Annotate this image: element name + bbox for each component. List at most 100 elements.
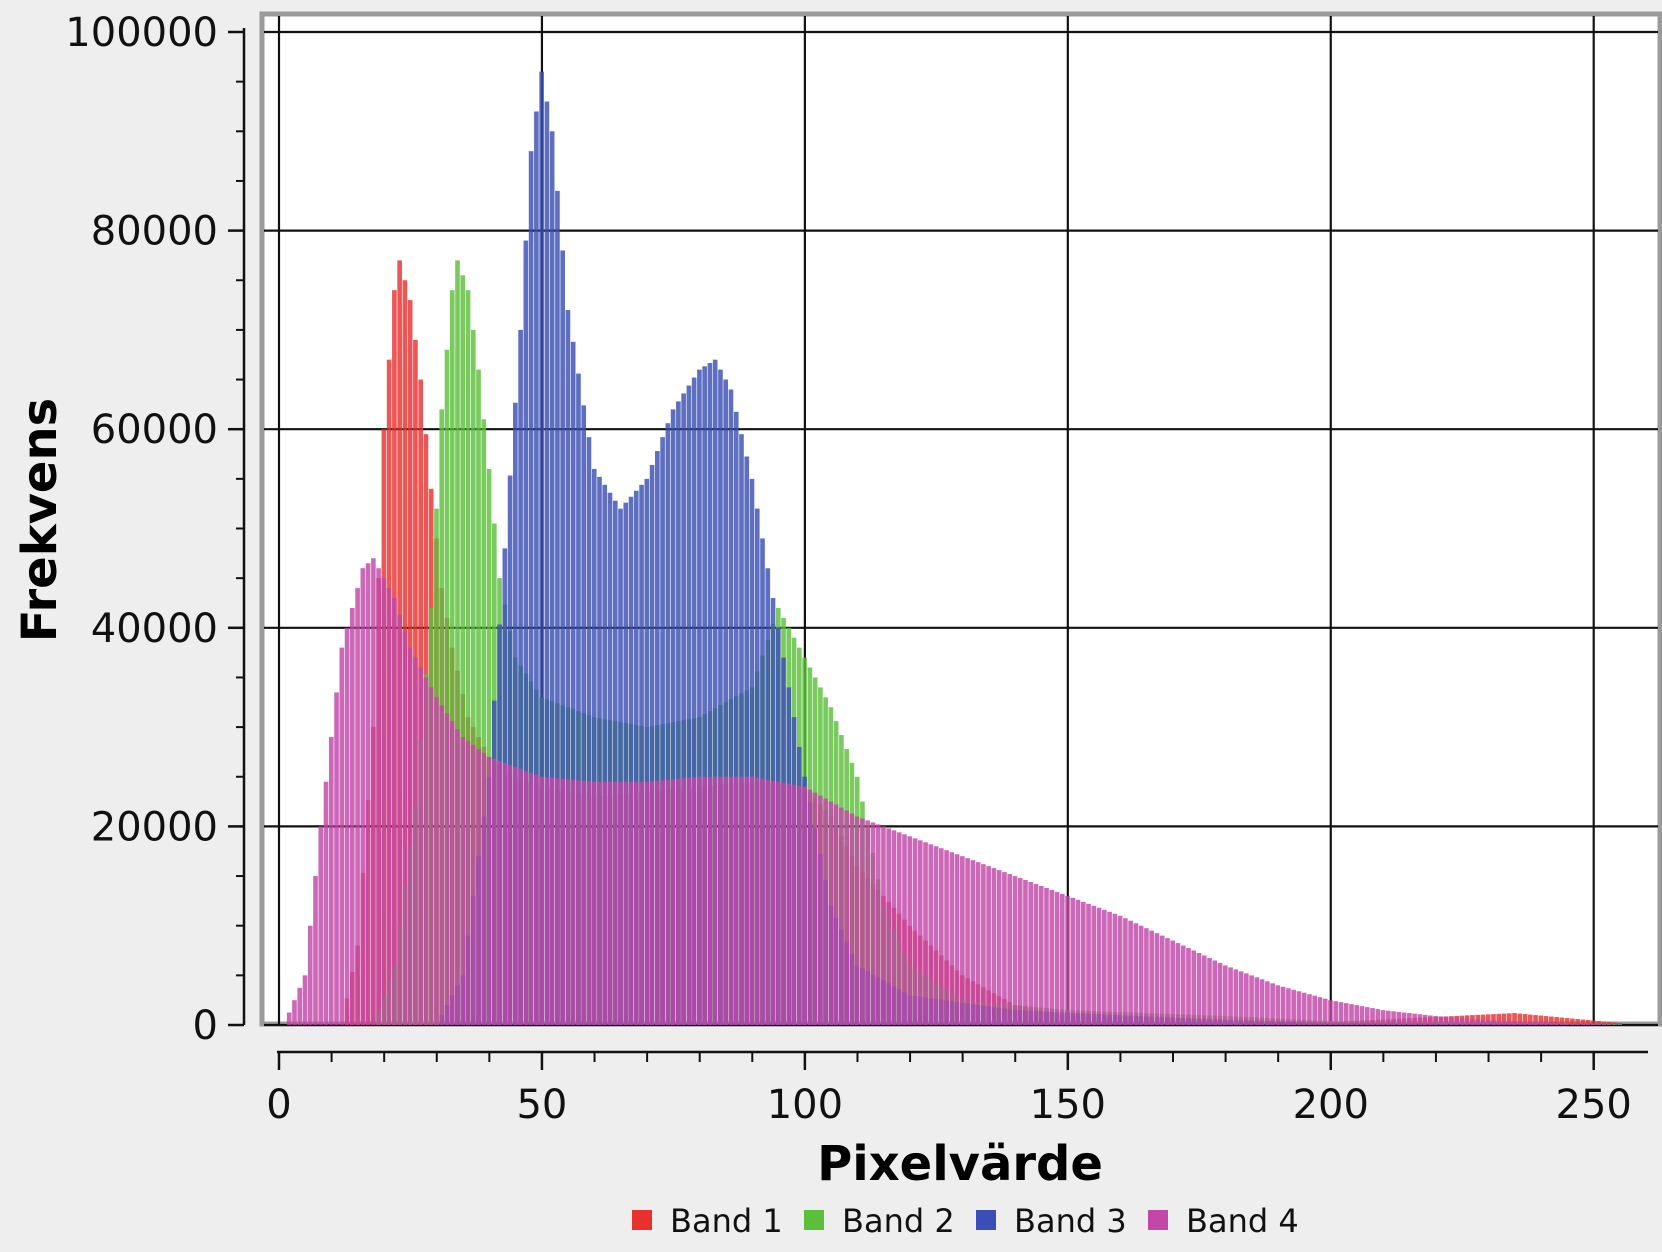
bar-4-158 xyxy=(1107,912,1112,1025)
bar-4-164 xyxy=(1139,926,1144,1025)
bar-4-221 xyxy=(1439,1016,1444,1025)
bar-4-87 xyxy=(734,777,739,1025)
bar-4-128 xyxy=(950,852,955,1025)
bar-4-220 xyxy=(1433,1016,1438,1025)
bar-4-243 xyxy=(1554,1023,1559,1025)
y-tick-label: 20000 xyxy=(91,804,218,850)
bar-4-19 xyxy=(376,568,381,1025)
bar-4-47 xyxy=(524,771,529,1025)
bar-4-119 xyxy=(902,834,907,1025)
bar-4-213 xyxy=(1397,1012,1402,1025)
bar-4-234 xyxy=(1507,1021,1512,1025)
bar-4-125 xyxy=(934,846,939,1025)
bar-4-235 xyxy=(1512,1021,1517,1025)
bar-4-197 xyxy=(1312,996,1317,1025)
bar-4-134 xyxy=(981,864,986,1025)
y-axis-title: Frekvens xyxy=(12,398,68,642)
bar-4-10 xyxy=(329,737,334,1025)
bar-4-170 xyxy=(1170,941,1175,1025)
bar-4-94 xyxy=(771,781,776,1025)
bar-4-69 xyxy=(639,782,644,1025)
bar-4-60 xyxy=(592,782,597,1025)
bar-4-237 xyxy=(1523,1021,1528,1025)
y-tick-label: 60000 xyxy=(91,407,218,453)
bar-4-193 xyxy=(1291,990,1296,1025)
bar-4-145 xyxy=(1039,886,1044,1025)
bar-4-227 xyxy=(1470,1019,1475,1025)
bar-4-121 xyxy=(913,838,918,1025)
bar-4-194 xyxy=(1297,991,1302,1025)
bar-4-205 xyxy=(1354,1005,1359,1025)
bar-4-219 xyxy=(1428,1015,1433,1025)
bar-4-93 xyxy=(765,780,770,1025)
bar-4-49 xyxy=(534,775,539,1025)
bar-4-91 xyxy=(755,778,760,1025)
bar-4-204 xyxy=(1349,1004,1354,1025)
bar-4-34 xyxy=(455,729,460,1025)
bar-4-251 xyxy=(1596,1024,1601,1025)
bar-4-101 xyxy=(808,790,813,1025)
bar-4-67 xyxy=(629,782,634,1025)
bar-4-183 xyxy=(1239,971,1244,1025)
bar-4-32 xyxy=(445,713,450,1025)
bar-4-189 xyxy=(1270,983,1275,1025)
bar-4-211 xyxy=(1386,1011,1391,1025)
bar-4-76 xyxy=(676,779,681,1025)
bar-4-24 xyxy=(403,631,408,1025)
bar-4-168 xyxy=(1160,936,1165,1025)
bar-4-120 xyxy=(907,836,912,1025)
bar-4-25 xyxy=(408,648,413,1025)
bar-4-26 xyxy=(413,658,418,1025)
bar-4-147 xyxy=(1049,890,1054,1025)
bar-4-137 xyxy=(997,870,1002,1025)
bar-4-136 xyxy=(992,868,997,1025)
bar-4-247 xyxy=(1575,1023,1580,1025)
bar-4-92 xyxy=(760,779,765,1025)
bar-4-225 xyxy=(1460,1018,1465,1025)
y-tick-label: 40000 xyxy=(91,606,218,652)
bar-4-165 xyxy=(1144,928,1149,1025)
bar-4-29 xyxy=(429,687,434,1025)
bar-4-22 xyxy=(392,598,397,1025)
bar-4-150 xyxy=(1065,896,1070,1025)
bar-4-114 xyxy=(876,824,881,1025)
bar-4-13 xyxy=(345,628,350,1025)
bar-4-17 xyxy=(366,563,371,1025)
bar-4-179 xyxy=(1218,963,1223,1025)
bar-4-99 xyxy=(797,786,802,1025)
x-tick-label: 50 xyxy=(516,1082,567,1128)
bar-4-192 xyxy=(1286,988,1291,1025)
bar-4-240 xyxy=(1538,1022,1543,1025)
bar-4-107 xyxy=(839,808,844,1025)
bar-4-229 xyxy=(1481,1020,1486,1025)
bar-4-151 xyxy=(1070,898,1075,1025)
bar-4-207 xyxy=(1365,1007,1370,1025)
bar-4-206 xyxy=(1360,1006,1365,1025)
bar-4-117 xyxy=(892,830,897,1025)
bar-4-33 xyxy=(450,721,455,1025)
bar-4-40 xyxy=(487,757,492,1025)
bar-4-37 xyxy=(471,745,476,1025)
bar-4-104 xyxy=(823,799,828,1025)
legend-swatch xyxy=(632,1210,652,1230)
bar-4-90 xyxy=(750,777,755,1025)
bar-4-178 xyxy=(1212,960,1217,1025)
legend-label: Band 3 xyxy=(1014,1202,1127,1240)
bar-4-57 xyxy=(576,780,581,1025)
bar-4-61 xyxy=(597,782,602,1025)
bar-4-52 xyxy=(550,778,555,1025)
bar-4-79 xyxy=(692,777,697,1025)
bar-4-203 xyxy=(1344,1003,1349,1025)
bar-4-35 xyxy=(460,737,465,1025)
bar-4-72 xyxy=(655,781,660,1025)
legend-label: Band 2 xyxy=(842,1202,955,1240)
x-tick-label: 150 xyxy=(1030,1082,1106,1128)
bar-4-181 xyxy=(1228,967,1233,1025)
bar-4-138 xyxy=(1002,872,1007,1025)
bar-4-199 xyxy=(1323,999,1328,1025)
bar-4-126 xyxy=(939,848,944,1025)
bar-4-27 xyxy=(418,668,423,1025)
bar-4-89 xyxy=(744,777,749,1025)
bar-4-201 xyxy=(1333,1001,1338,1025)
